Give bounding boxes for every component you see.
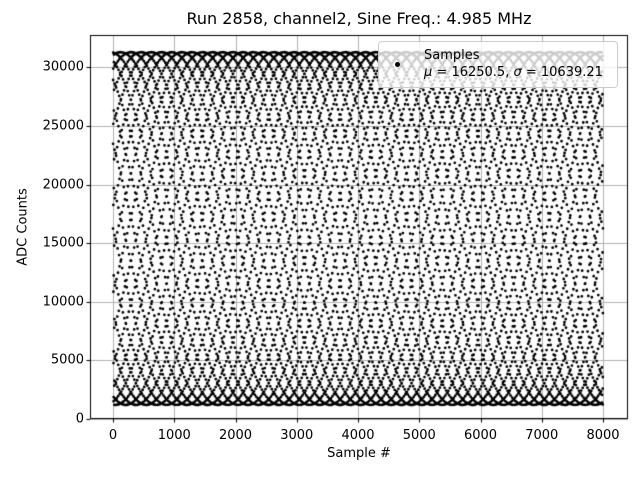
x-tick-label: 1000 [157,428,191,443]
legend-mu-value: = 16250.5, [432,64,514,80]
x-tick-label: 2000 [218,428,253,443]
x-tick-label: 3000 [280,428,314,443]
x-tick-label: 4000 [341,428,375,443]
y-tick-label: 30000 [42,59,84,75]
legend-marker-dot [395,62,400,67]
legend-stats: μ = 16250.5, σ = 10639.21 [424,65,603,82]
legend-sigma-value: = 10639.21 [521,64,603,80]
legend-series-label: Samples [424,48,480,63]
y-tick-label: 20000 [42,177,84,193]
y-tick-label: 25000 [42,118,84,134]
y-axis-label: ADC Counts [15,188,31,266]
x-tick-label: 8000 [586,428,620,443]
plot-title: Run 2858, channel2, Sine Freq.: 4.985 MH… [186,9,532,28]
legend-text: Samples μ = 16250.5, σ = 10639.21 [424,48,603,81]
x-axis-label: Sample # [327,446,391,461]
y-tick-label: 10000 [42,294,84,310]
x-tick-label: 5000 [402,428,436,443]
legend-sigma-symbol: σ [513,64,522,80]
y-tick-label: 0 [75,411,84,427]
x-tick-label: 7000 [525,428,559,443]
y-tick-label: 15000 [42,235,84,251]
x-tick-label: 6000 [463,428,498,443]
x-tick-label: 0 [108,428,118,443]
y-tick-label: 5000 [50,352,84,368]
legend: Samples μ = 16250.5, σ = 10639.21 [378,41,618,88]
legend-mu-symbol: μ [424,64,433,80]
